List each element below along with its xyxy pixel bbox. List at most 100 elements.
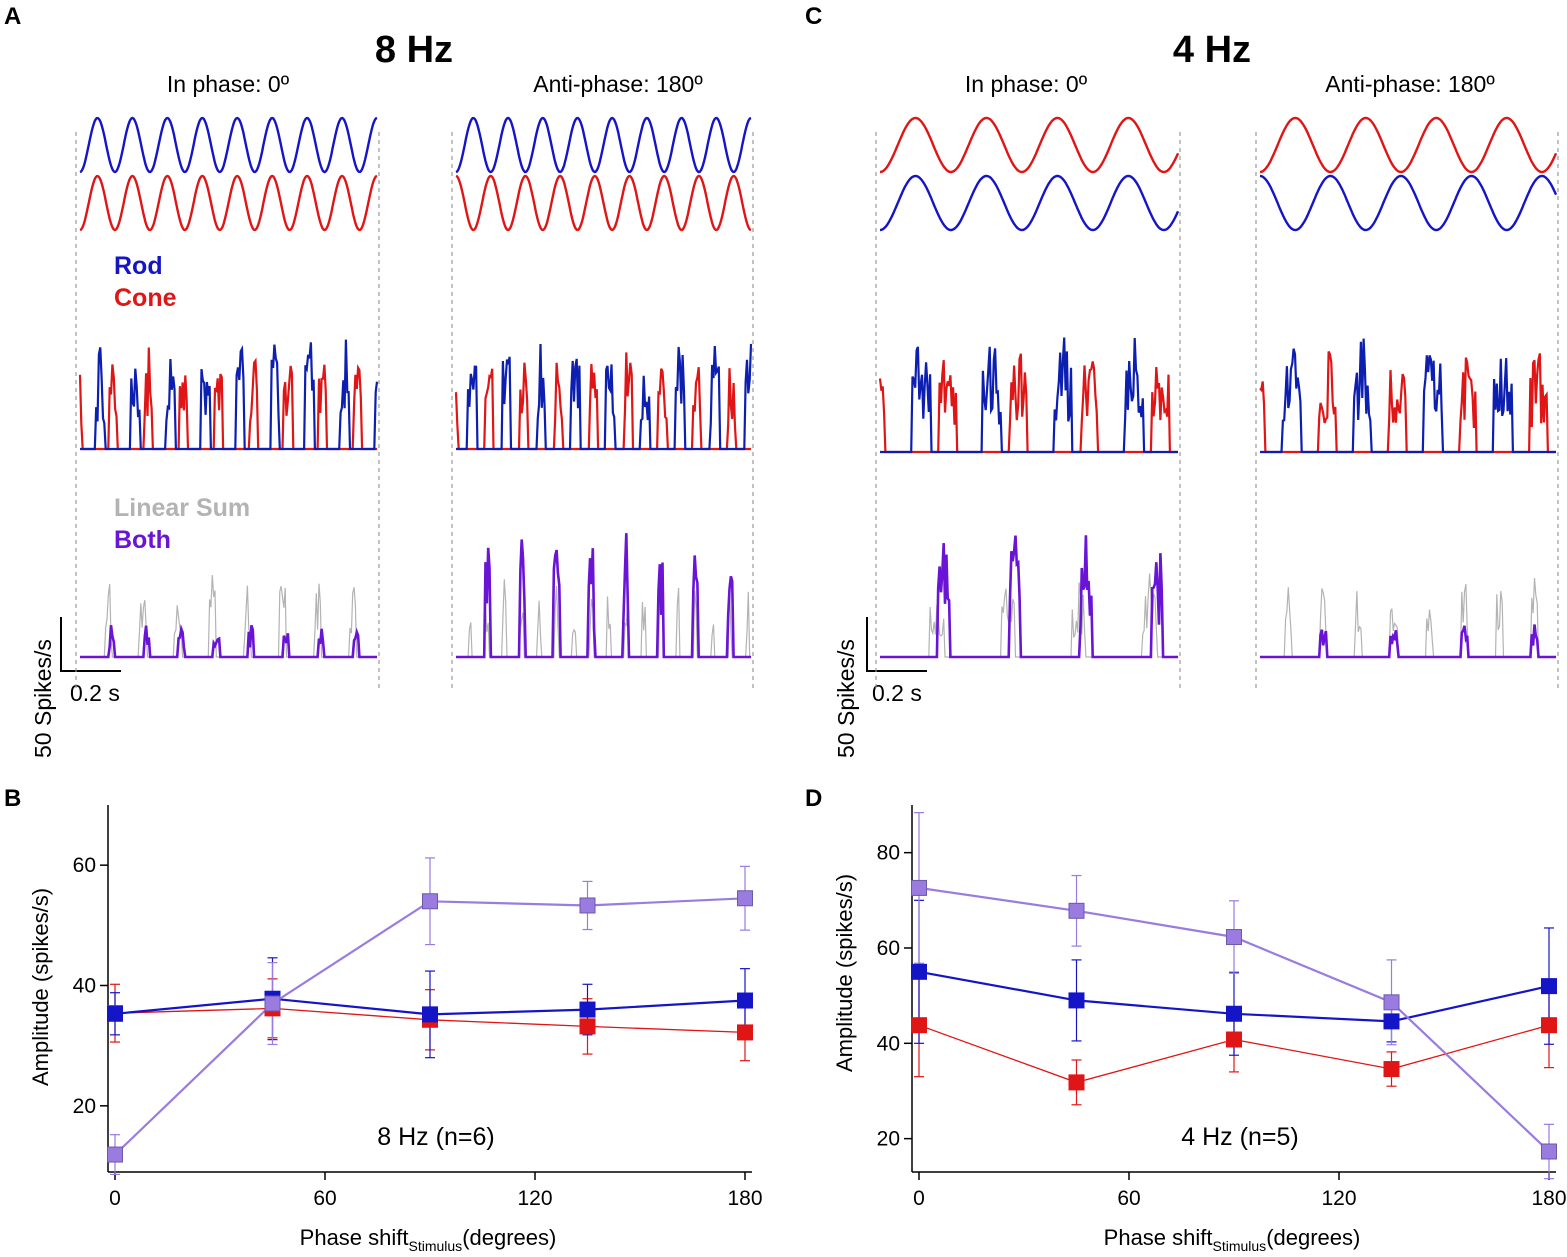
chart-d-annotation: 4 Hz (n=5): [1181, 1123, 1298, 1151]
chart-b-annotation: 8 Hz (n=6): [377, 1123, 494, 1151]
chart-d-both-point: [1226, 929, 1242, 946]
stimulus-bottom-sine: [455, 174, 752, 232]
chart-d-xtick-label: 180: [1531, 1187, 1566, 1210]
cone-response-trace: [78, 347, 377, 451]
chart-d-xlabel-main: Phase shift: [1104, 1225, 1213, 1250]
chart-b: 8 Hz (n=6) Amplitude (spikes/s) Phase sh…: [28, 805, 763, 1254]
chart-d-rod-point: [1383, 1013, 1400, 1030]
chart-d-xlabel-tail: (degrees): [1266, 1225, 1360, 1250]
chart-d-xtick-label: 60: [1117, 1187, 1140, 1210]
panel-letter-d: D: [805, 785, 822, 812]
legend-both: Both: [114, 526, 171, 554]
panel-letter-a: A: [4, 3, 21, 30]
stimulus-top-sine: [79, 116, 378, 174]
title-8hz: 8 Hz: [375, 29, 453, 71]
rod-response-trace: [80, 339, 379, 451]
chart-d-ylabel: Amplitude (spikes/s): [832, 874, 857, 1072]
chart-b-both-point: [264, 995, 281, 1012]
chart-d-cone-point: [911, 1017, 927, 1034]
chart-d-rod-point: [911, 963, 927, 980]
chart-b-cone-point: [579, 1018, 596, 1035]
stimulus-panel-a-inphase: [75, 116, 380, 690]
both-response-trace: [80, 624, 377, 659]
chart-d-rod-point: [1068, 992, 1085, 1009]
stimulus-panel-c-inphase: [875, 116, 1181, 690]
chart-d-xlabel: Phase shiftStimulus(degrees): [1104, 1225, 1361, 1254]
chart-b-cone-point: [737, 1024, 753, 1041]
linear-sum-trace: [1260, 578, 1556, 658]
chart-b-xtick-label: 180: [727, 1187, 762, 1210]
panel-letter-c: C: [805, 3, 822, 30]
rod-response-trace: [456, 343, 753, 451]
chart-d-both-point: [1068, 902, 1085, 919]
scale-y-label-a: 50 Spikes/s: [30, 639, 56, 758]
chart-d: 4 Hz (n=5) Amplitude (spikes/s) Phase sh…: [832, 805, 1567, 1254]
chart-d-ytick-label: 40: [877, 1032, 900, 1055]
cond-title-c-inphase: In phase: 0º: [965, 71, 1088, 97]
title-4hz: 4 Hz: [1173, 29, 1251, 71]
chart-b-rod-point: [737, 992, 753, 1009]
chart-d-ytick-label: 80: [877, 842, 900, 865]
chart-d-ytick-label: 60: [877, 937, 900, 960]
both-response-trace: [1260, 624, 1556, 659]
chart-d-both-point: [1541, 1143, 1557, 1160]
cone-response-trace: [454, 352, 751, 451]
chart-b-ytick-label: 60: [73, 854, 96, 877]
chart-b-both-point: [107, 1146, 123, 1163]
scale-bar-c: 50 Spikes/s 0.2 s: [833, 617, 927, 758]
chart-b-ytick-label: 40: [73, 974, 96, 997]
chart-d-cone-point: [1068, 1074, 1085, 1091]
cond-title-a-inphase: In phase: 0º: [167, 71, 290, 97]
chart-d-both-point: [911, 879, 927, 896]
chart-b-both-point: [422, 893, 438, 910]
chart-b-xtick-label: 0: [109, 1187, 121, 1210]
legend-linear-sum: Linear Sum: [114, 494, 250, 522]
stimulus-top-sine: [455, 116, 752, 174]
chart-b-both-point: [579, 897, 596, 914]
chart-b-xlabel-main: Phase shift: [300, 1225, 409, 1250]
cond-title-c-antiphase: Anti-phase: 180º: [1325, 71, 1495, 97]
chart-b-both-point: [737, 890, 753, 907]
chart-b-rod-point: [107, 1005, 123, 1022]
chart-b-xlabel: Phase shiftStimulus(degrees): [300, 1225, 557, 1254]
chart-d-xtick-label: 0: [913, 1187, 925, 1210]
chart-d-xlabel-sub: Stimulus: [1213, 1238, 1267, 1254]
legend-cone: Cone: [114, 284, 177, 312]
chart-d-cone-point: [1541, 1017, 1557, 1034]
panel-letter-b: B: [4, 785, 21, 812]
chart-b-ytick-label: 20: [73, 1095, 96, 1118]
stimulus-bottom-sine: [879, 174, 1180, 232]
chart-b-xtick-label: 60: [313, 1187, 336, 1210]
chart-d-cone-point: [1383, 1061, 1400, 1078]
stimulus-panel-a-antiphase: [451, 116, 754, 690]
stimulus-top-sine: [1259, 116, 1558, 174]
chart-d-rod-point: [1226, 1005, 1242, 1022]
stimulus-bottom-sine: [79, 174, 378, 232]
chart-b-xlabel-tail: (degrees): [462, 1225, 556, 1250]
legend-rod: Rod: [114, 252, 163, 280]
chart-d-rod-point: [1541, 978, 1557, 995]
chart-b-rod-point: [579, 1001, 596, 1018]
rod-response-trace: [1260, 338, 1556, 454]
rod-response-trace: [880, 337, 1178, 454]
trace-layer: [75, 116, 1559, 690]
stimulus-bottom-sine: [1259, 174, 1558, 232]
chart-b-xlabel-sub: Stimulus: [409, 1238, 463, 1254]
chart-d-xtick-label: 120: [1321, 1187, 1356, 1210]
scale-x-label-a: 0.2 s: [70, 680, 120, 706]
linear-sum-trace: [880, 573, 1178, 658]
cond-title-a-antiphase: Anti-phase: 180º: [533, 71, 703, 97]
chart-b-xtick-label: 120: [517, 1187, 552, 1210]
linear-sum-trace: [80, 575, 377, 658]
chart-b-rod-point: [422, 1006, 438, 1023]
stimulus-panel-c-antiphase: [1255, 116, 1559, 690]
scale-x-label-c: 0.2 s: [872, 680, 922, 706]
chart-d-ytick-label: 20: [877, 1128, 900, 1151]
scale-y-label-c: 50 Spikes/s: [833, 639, 859, 758]
both-response-trace: [880, 535, 1178, 659]
stimulus-top-sine: [879, 116, 1180, 174]
scale-bar-a: 50 Spikes/s 0.2 s: [30, 617, 121, 758]
chart-d-cone-point: [1226, 1031, 1242, 1048]
linear-sum-trace: [456, 579, 751, 658]
